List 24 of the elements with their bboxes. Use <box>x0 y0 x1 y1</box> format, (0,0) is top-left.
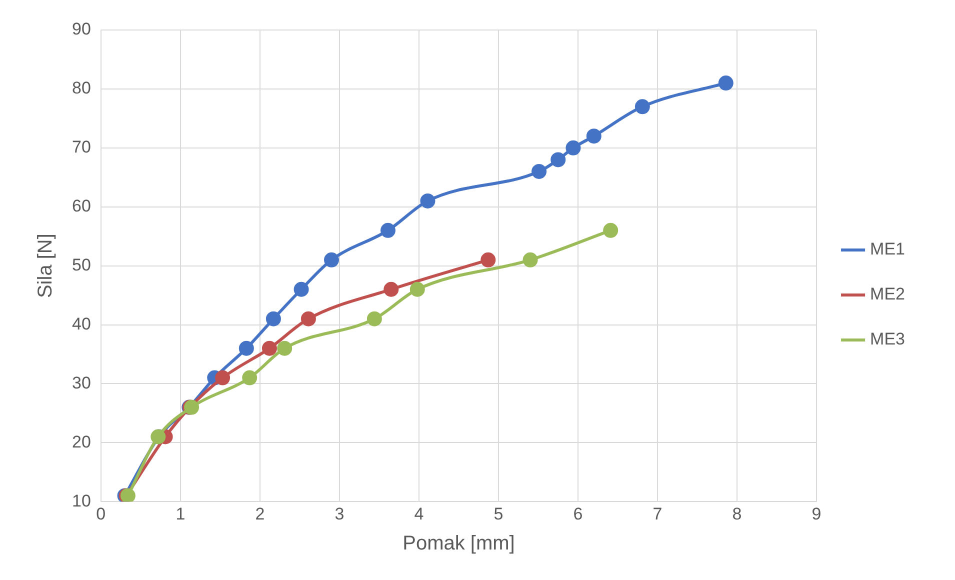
y-tick-label: 80 <box>72 78 91 98</box>
y-tick-label: 70 <box>72 138 91 157</box>
y-tick-label: 20 <box>72 432 91 452</box>
y-tick-label: 50 <box>72 255 91 274</box>
y-tick-label: 60 <box>72 196 91 216</box>
x-tick-label: 8 <box>732 504 742 524</box>
x-tick-label: 7 <box>652 504 662 524</box>
x-tick-label: 6 <box>573 504 583 524</box>
legend-label: ME3 <box>870 330 906 349</box>
x-tick-label: 4 <box>414 504 424 524</box>
x-tick-label: 3 <box>334 504 344 524</box>
x-tick-label: 2 <box>255 504 265 524</box>
y-tick-label: 30 <box>72 373 91 392</box>
legend-label: ME2 <box>870 284 906 304</box>
x-tick-label: 9 <box>812 504 822 524</box>
x-axis-title: Pomak [mm] <box>402 532 515 555</box>
legend-label: ME1 <box>870 240 906 259</box>
x-tick-label: 5 <box>494 504 504 524</box>
y-axis-title: Sila [N] <box>34 234 57 298</box>
y-tick-label: 90 <box>72 20 91 39</box>
y-tick-label: 10 <box>72 491 91 510</box>
x-tick-label: 0 <box>96 504 106 524</box>
x-tick-label: 1 <box>176 504 186 524</box>
y-tick-label: 40 <box>72 314 91 334</box>
